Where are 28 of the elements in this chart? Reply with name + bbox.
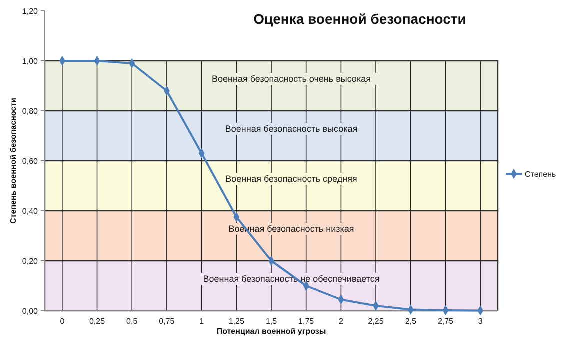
band-label: Военная безопасность очень высокая [212, 74, 372, 84]
x-axis-title: Потенциал военной угрозы [216, 327, 326, 336]
y-tick-label: 0,20 [22, 257, 39, 266]
x-tick-label: 1 [200, 317, 205, 326]
band-label: Военная безопасность высокая [225, 124, 358, 134]
x-tick-label: 3 [478, 317, 484, 326]
y-tick-label: 0,40 [22, 207, 39, 216]
x-tick-label: 1,25 [228, 317, 245, 326]
x-tick-label: 1,75 [298, 317, 315, 326]
x-tick-label: 0 [60, 317, 66, 326]
y-tick-label: 0,60 [22, 157, 39, 166]
x-tick-label: 2,5 [405, 317, 417, 326]
y-tick-label: 1,20 [22, 7, 39, 16]
y-tick-label: 0,00 [22, 307, 39, 316]
x-tick-label: 0,25 [89, 317, 106, 326]
x-tick-label: 2,75 [438, 317, 454, 326]
y-axis-title: Степень военной безопасности [9, 98, 18, 224]
x-tick-label: 2,25 [368, 317, 384, 326]
chart-title: Оценка военной безопасности [254, 11, 466, 27]
x-tick-label: 1,5 [266, 317, 278, 326]
y-tick-label: 0,80 [22, 107, 39, 116]
band-label: Военная безопасность средняя [226, 174, 358, 184]
band-label: Военная безопасность не обеспечивается [203, 274, 380, 284]
x-tick-label: 0,75 [159, 317, 176, 326]
x-tick-label: 2 [338, 317, 344, 326]
y-tick-label: 1,00 [22, 57, 39, 66]
x-tick-label: 0,5 [126, 317, 138, 326]
legend-label: Степень [525, 170, 556, 179]
